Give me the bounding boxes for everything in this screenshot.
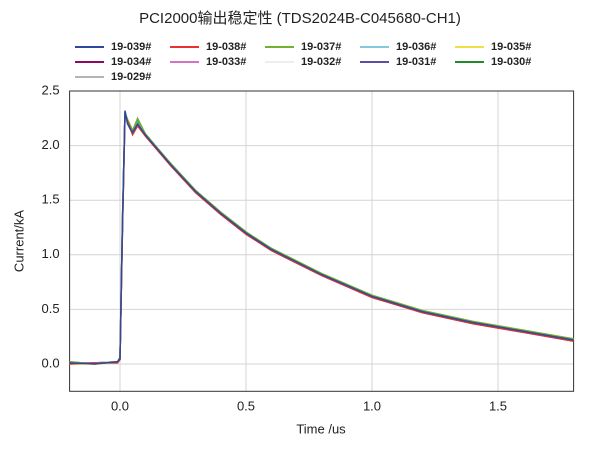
x-tick-label: 0.0 — [111, 399, 129, 414]
plot-frame — [69, 90, 575, 392]
legend-label: 19-039# — [111, 41, 151, 53]
legend-label: 19-036# — [396, 41, 436, 53]
y-tick-label: 2.5 — [42, 82, 60, 97]
x-tick-label: 0.5 — [237, 399, 255, 414]
y-axis-label: Current/kA — [11, 210, 26, 272]
legend-label: 19-033# — [206, 56, 246, 68]
legend-label: 19-034# — [111, 56, 151, 68]
legend-label: 19-030# — [491, 56, 531, 68]
legend-label: 19-037# — [301, 41, 341, 53]
legend-label: 19-038# — [206, 41, 246, 53]
legend-label: 19-031# — [396, 56, 436, 68]
x-axis-label: Time /us — [296, 421, 346, 436]
x-tick-label: 1.5 — [489, 399, 507, 414]
y-tick-label: 0.0 — [42, 355, 60, 370]
legend-label: 19-035# — [491, 41, 531, 53]
chart-title: PCI2000输出稳定性 (TDS2024B-C045680-CH1) — [139, 10, 461, 27]
y-tick-label: 1.0 — [42, 246, 60, 261]
legend-label: 19-032# — [301, 56, 341, 68]
series-line — [69, 110, 574, 365]
x-tick-label: 1.0 — [363, 399, 381, 414]
y-tick-label: 0.5 — [42, 301, 60, 316]
y-tick-label: 2.0 — [42, 137, 60, 152]
legend-label: 19-029# — [111, 71, 151, 83]
y-tick-label: 1.5 — [42, 192, 60, 207]
